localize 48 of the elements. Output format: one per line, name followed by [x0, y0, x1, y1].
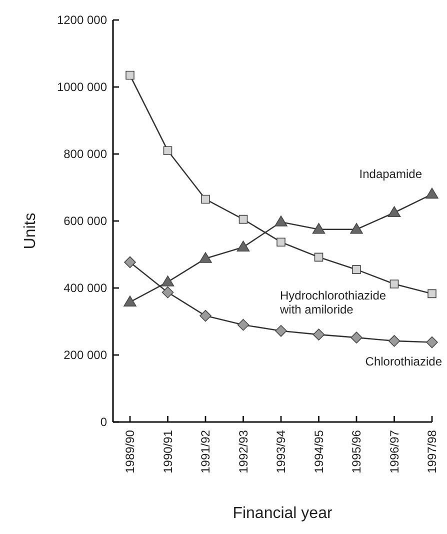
- point: [162, 286, 174, 298]
- point: [274, 216, 288, 226]
- point: [275, 324, 287, 337]
- point: [426, 188, 438, 199]
- series-label: Indapamide: [359, 167, 422, 182]
- point: [200, 310, 212, 322]
- point: [314, 252, 324, 262]
- x-tick-label: 1993/94: [274, 430, 288, 474]
- point: [312, 328, 325, 340]
- point: [352, 265, 361, 274]
- y-tick-label: 800 000: [64, 147, 108, 162]
- y-tick-label: 0: [100, 415, 108, 430]
- point: [124, 256, 136, 268]
- point: [236, 240, 250, 252]
- point: [237, 318, 250, 331]
- x-tick-label: 1989/90: [123, 430, 137, 474]
- y-tick-label: 1000 000: [56, 80, 108, 94]
- point: [124, 296, 136, 306]
- point: [388, 335, 400, 347]
- point: [163, 146, 172, 156]
- y-axis-title: Units: [22, 212, 39, 250]
- y-tick-label: 1200 000: [56, 13, 108, 28]
- point: [126, 70, 134, 80]
- series-label: Hydrochlorothiazide with amiloride: [279, 288, 386, 316]
- point: [312, 222, 326, 234]
- series-label: Chlorothiazide: [365, 354, 442, 368]
- x-tick-label: 1996/97: [387, 430, 402, 474]
- x-tick-label: 1997/98: [425, 430, 439, 474]
- y-tick-label: 400 000: [64, 281, 108, 296]
- point: [238, 214, 248, 224]
- point: [426, 336, 438, 348]
- point: [428, 289, 436, 298]
- point: [350, 332, 362, 344]
- point: [350, 222, 363, 234]
- y-tick-label: 200 000: [64, 348, 108, 362]
- point: [390, 280, 399, 288]
- point: [388, 206, 401, 218]
- x-axis-title: Financial year: [232, 505, 333, 522]
- x-tick-label: 1990/91: [160, 430, 175, 474]
- point: [199, 252, 212, 263]
- point: [201, 194, 210, 204]
- x-tick-label: 1992/93: [236, 430, 250, 474]
- x-tick-label: 1991/92: [198, 430, 212, 474]
- x-tick-label: 1994/95: [312, 430, 326, 474]
- point: [276, 238, 286, 247]
- y-tick-label: 600 000: [64, 214, 108, 228]
- point: [161, 276, 174, 286]
- x-tick-label: 1995/96: [350, 430, 364, 474]
